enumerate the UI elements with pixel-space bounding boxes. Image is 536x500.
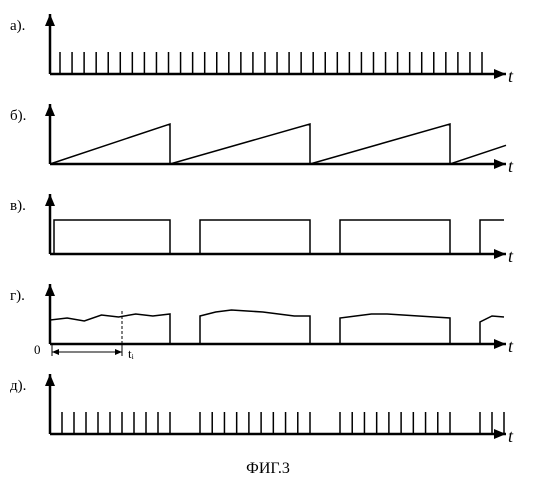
panel-g: г).0tᵢt	[10, 280, 526, 358]
axis-t-label: t	[508, 426, 513, 447]
panel-d: д).t	[10, 370, 526, 448]
figure-caption: ФИГ.3	[10, 460, 526, 478]
figure-container: а).tб).tв).tг).0tᵢtд).t ФИГ.3	[10, 10, 526, 478]
panel-g-plot	[10, 280, 526, 358]
panel-b-plot	[10, 100, 526, 178]
axis-t-label: t	[508, 246, 513, 267]
panel-v-plot	[10, 190, 526, 268]
axis-t-label: t	[508, 336, 513, 357]
panel-a: а).t	[10, 10, 526, 88]
panel-b: б).t	[10, 100, 526, 178]
axis-t-label: t	[508, 66, 513, 87]
ti-label: tᵢ	[128, 346, 134, 362]
zero-label: 0	[34, 342, 41, 358]
panel-a-plot	[10, 10, 526, 88]
panel-v: в).t	[10, 190, 526, 268]
panel-d-plot	[10, 370, 526, 448]
axis-t-label: t	[508, 156, 513, 177]
